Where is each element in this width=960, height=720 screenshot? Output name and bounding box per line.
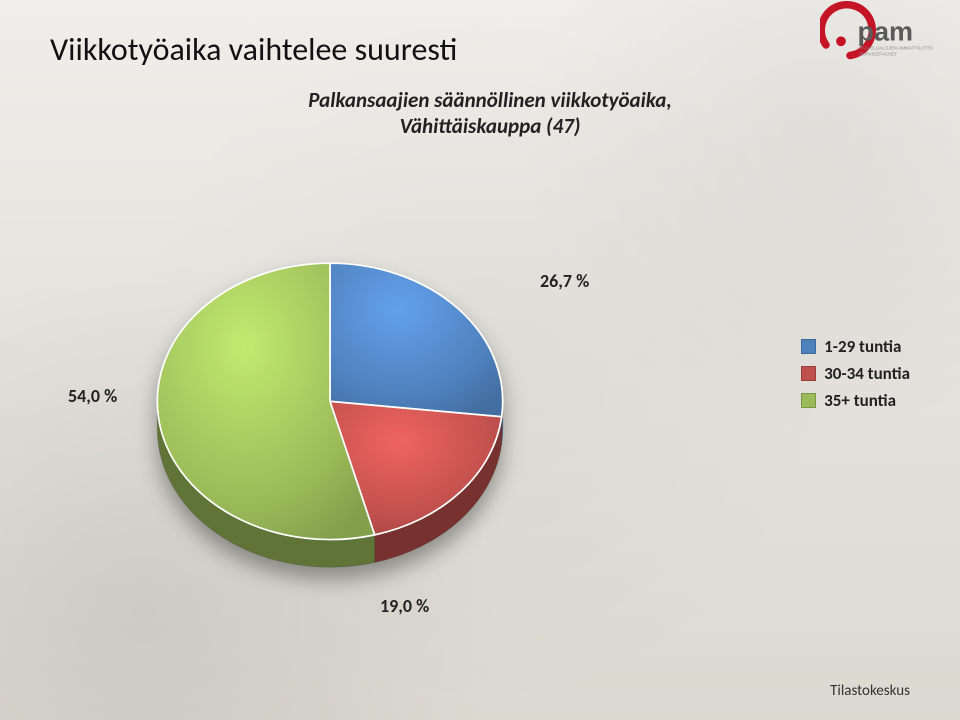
svg-text:pam: pam <box>858 17 914 47</box>
legend-swatch <box>801 393 816 408</box>
pie-slice <box>330 263 503 417</box>
legend-swatch <box>801 339 816 354</box>
legend-item: 1-29 tuntia <box>801 336 910 357</box>
pie-chart <box>140 210 520 590</box>
logo-sublabel-bottom: SERVICEFACKET <box>859 52 897 57</box>
legend-item: 35+ tuntia <box>801 390 910 411</box>
pam-logo: pam PALVELUALOJEN AMMATTILIITTO SERVICEF… <box>820 0 940 60</box>
chart-title-line2: Vähittäiskauppa (47) <box>400 113 581 139</box>
legend-swatch <box>801 366 816 381</box>
legend-item: 30-34 tuntia <box>801 363 910 384</box>
legend-label: 1-29 tuntia <box>824 336 901 357</box>
chart-area: 26,7 % 19,0 % 54,0 % 1-29 tuntia 30-34 tunt… <box>60 180 920 620</box>
legend-label: 35+ tuntia <box>824 390 896 411</box>
slide: pam PALVELUALOJEN AMMATTILIITTO SERVICEF… <box>0 0 960 720</box>
source-label: Tilastokeskus <box>830 682 910 700</box>
pie-data-label: 19,0 % <box>380 595 429 617</box>
pie-data-label: 54,0 % <box>68 385 117 407</box>
logo-sublabel-top: PALVELUALOJEN AMMATTILIITTO <box>859 46 933 51</box>
legend: 1-29 tuntia 30-34 tuntia 35+ tuntia <box>801 330 910 417</box>
page-title: Viikkotyöaika vaihtelee suuresti <box>50 30 930 69</box>
chart-title-line1: Palkansaajien säännöllinen viikkotyöaika… <box>308 87 672 113</box>
pie-data-label: 26,7 % <box>540 270 589 292</box>
legend-label: 30-34 tuntia <box>824 363 910 384</box>
chart-title: Palkansaajien säännöllinen viikkotyöaika… <box>50 87 930 140</box>
